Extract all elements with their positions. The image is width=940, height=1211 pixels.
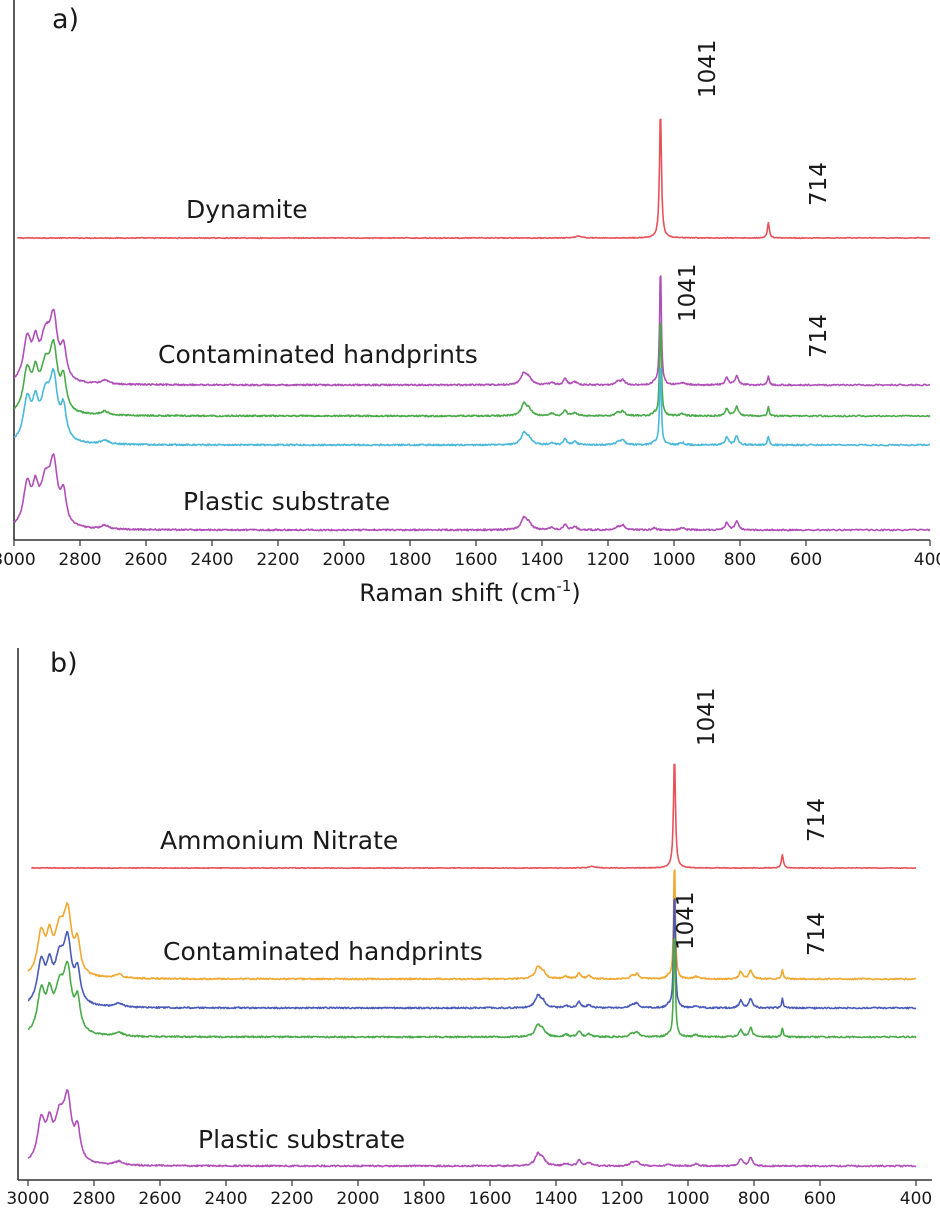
peak-label-714-pure-b: 714 <box>804 798 830 842</box>
spectrum-contaminated-handprints-2 <box>13 322 931 418</box>
series-label-plastic-b: Plastic substrate <box>198 1125 405 1154</box>
x-tick-label: 2200 <box>270 1189 313 1209</box>
panel-a-ticks: 3000 2800 2600 2400 2200 2000 1800 1600 1400 1200… <box>0 540 940 570</box>
x-tick-label: 2600 <box>138 1189 181 1209</box>
x-tick-label: 3000 <box>0 550 36 570</box>
panel-a: a) 3000 2800 2600 2400 2200 2000 1800 1600 1400 1… <box>0 0 940 607</box>
x-tick-label: 1400 <box>520 550 563 570</box>
panel-b-series <box>27 763 917 1168</box>
panel-b: b) 3000 2800 2600 2400 2200 2000 1800 1600 1400 1… <box>6 648 932 1209</box>
peak-label-1041-contaminated-b: 1041 <box>673 891 699 950</box>
peak-label-714-contaminated-b: 714 <box>804 912 830 956</box>
peak-label-1041-pure-b: 1041 <box>694 687 720 746</box>
x-tick-label: 400 <box>900 1189 932 1209</box>
spectrum-contaminated-handprints-1 <box>13 275 931 387</box>
panel-b-ticks: 3000 2800 2600 2400 2200 2000 1800 1600 1400 1200… <box>6 1180 932 1209</box>
x-tick-label: 800 <box>724 550 756 570</box>
x-tick-label: 800 <box>738 1189 770 1209</box>
series-label-contaminated-b: Contaminated handprints <box>163 937 483 966</box>
x-tick-label: 1200 <box>600 1189 643 1209</box>
x-tick-label: 2800 <box>72 1189 115 1209</box>
x-tick-label: 2600 <box>124 550 167 570</box>
series-label-plastic-a: Plastic substrate <box>183 487 390 516</box>
panel-a-series <box>13 118 931 532</box>
spectrum-plastic-substrate <box>13 453 931 532</box>
x-tick-label: 1600 <box>468 1189 511 1209</box>
x-tick-label: 1400 <box>534 1189 577 1209</box>
spectrum-contaminated-handprints-1 <box>27 869 917 981</box>
spectrum-contaminated-handprints-3 <box>13 367 931 447</box>
x-tick-label: 1800 <box>388 550 431 570</box>
panel-b-label: b) <box>50 648 78 679</box>
x-tick-label: 2800 <box>58 550 101 570</box>
series-label-ammonium-nitrate: Ammonium Nitrate <box>160 826 398 855</box>
x-tick-label: 1200 <box>586 550 629 570</box>
x-tick-label: 1000 <box>652 550 695 570</box>
x-tick-label: 1600 <box>454 550 497 570</box>
x-tick-label: 1000 <box>666 1189 709 1209</box>
spectrum-contaminated-handprints-2 <box>27 898 917 1010</box>
series-label-dynamite: Dynamite <box>186 195 308 224</box>
peak-label-1041-pure-a: 1041 <box>695 39 721 98</box>
spectrum-contaminated-handprints-3 <box>27 938 917 1039</box>
x-tick-label: 2400 <box>190 550 233 570</box>
x-tick-label: 600 <box>790 550 822 570</box>
panel-a-label: a) <box>52 4 79 35</box>
x-tick-label: 3000 <box>6 1189 49 1209</box>
x-tick-label: 2200 <box>256 550 299 570</box>
spectrum-ammonium-nitrate <box>31 763 916 870</box>
x-tick-label: 2000 <box>322 550 365 570</box>
x-tick-label: 1800 <box>402 1189 445 1209</box>
x-tick-label: 600 <box>804 1189 836 1209</box>
x-axis-title: Raman shift (cm-1) <box>359 577 581 607</box>
peak-label-1041-contaminated-a: 1041 <box>675 263 701 322</box>
series-label-contaminated-a: Contaminated handprints <box>158 340 478 369</box>
spectrum-plastic-substrate <box>27 1089 917 1168</box>
x-tick-label: 2000 <box>336 1189 379 1209</box>
x-tick-label: 2400 <box>204 1189 247 1209</box>
x-tick-label: 400 <box>914 550 940 570</box>
spectrum-dynamite <box>16 118 931 240</box>
peak-label-714-pure-a: 714 <box>806 162 832 206</box>
peak-label-714-contaminated-a: 714 <box>806 314 832 358</box>
